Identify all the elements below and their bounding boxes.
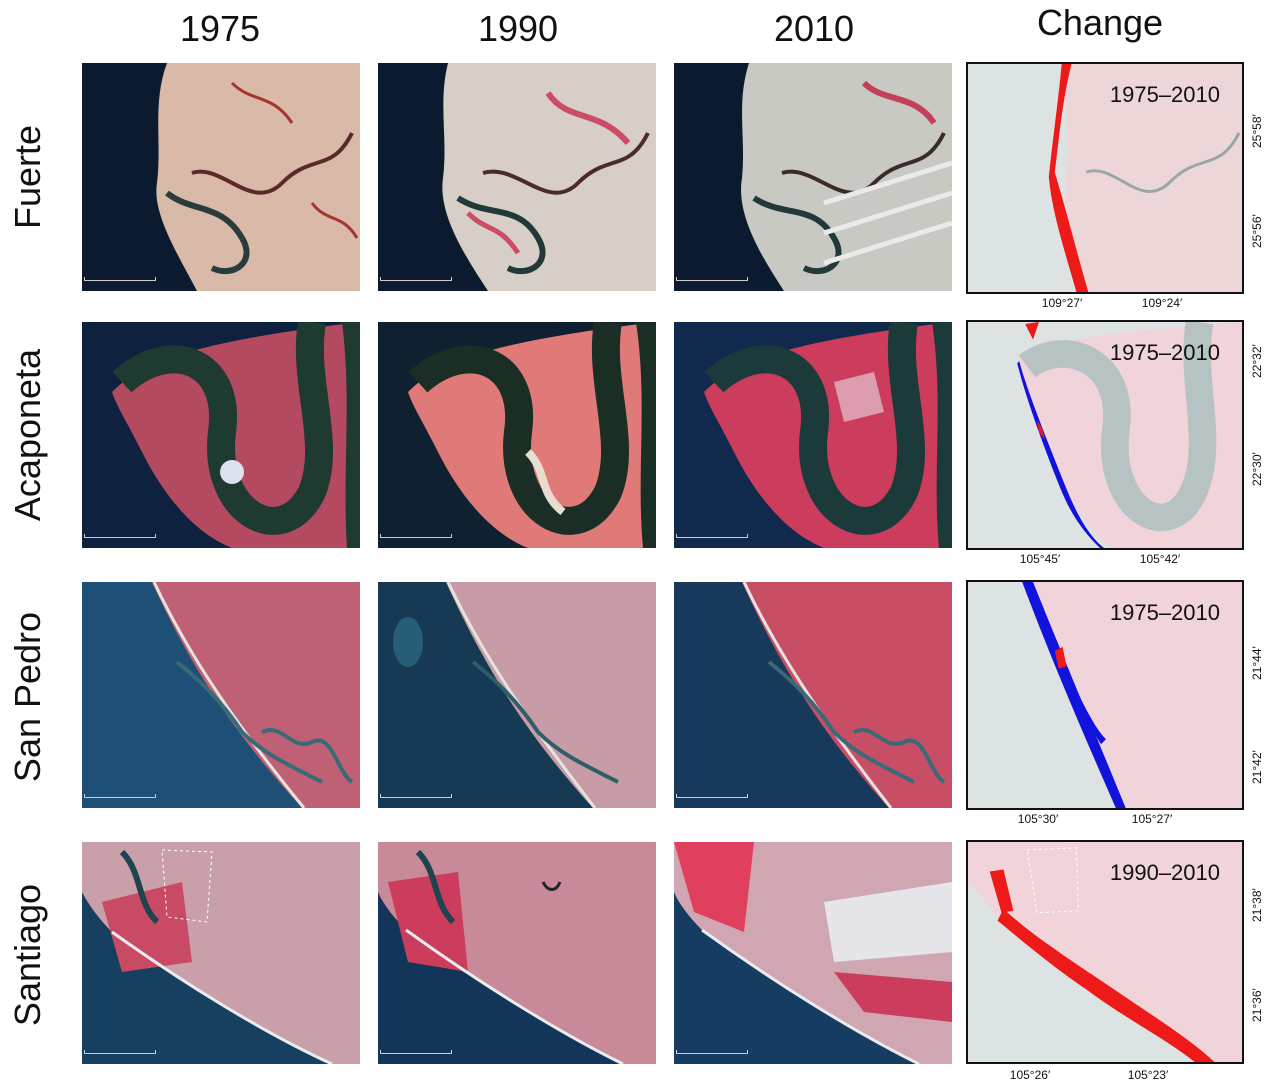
row-label-santiago: Santiago bbox=[7, 883, 48, 1027]
column-header-change: Change bbox=[1036, 2, 1164, 43]
satellite-image-acaponeta-1975 bbox=[82, 322, 360, 548]
column-header-2010: 2010 bbox=[773, 8, 855, 49]
scale-bar bbox=[676, 1050, 748, 1054]
satellite-image-santiago-1975 bbox=[82, 842, 360, 1064]
scale-bar bbox=[380, 277, 452, 281]
scale-bar bbox=[380, 794, 452, 798]
satellite-image-acaponeta-2010 bbox=[674, 322, 952, 548]
lon-label: 105°27′ bbox=[1131, 812, 1173, 826]
change-period-label: 1975–2010 bbox=[1109, 82, 1220, 107]
lon-label: 105°42′ bbox=[1139, 552, 1181, 566]
satellite-image-fuerte-2010 bbox=[674, 63, 952, 291]
lat-label: 22°30′ bbox=[1250, 452, 1264, 486]
lon-label: 109°27′ bbox=[1041, 296, 1083, 310]
change-period-label: 1990–2010 bbox=[1109, 860, 1220, 885]
change-period-label: 1975–2010 bbox=[1109, 600, 1220, 625]
lat-label: 25°56′ bbox=[1250, 214, 1264, 248]
column-header-1975: 1975 bbox=[179, 8, 261, 49]
scale-bar bbox=[84, 794, 156, 798]
lon-label: 109°24′ bbox=[1141, 296, 1183, 310]
change-period-label: 1975–2010 bbox=[1109, 340, 1220, 365]
scale-bar bbox=[84, 534, 156, 538]
satellite-image-san-pedro-1990 bbox=[378, 582, 656, 808]
column-header-1990: 1990 bbox=[477, 8, 559, 49]
satellite-image-fuerte-1975 bbox=[82, 63, 360, 291]
lat-label: 21°38′ bbox=[1250, 888, 1264, 922]
scale-bar bbox=[380, 1050, 452, 1054]
lon-label: 105°26′ bbox=[1009, 1068, 1051, 1082]
satellite-image-acaponeta-1990 bbox=[378, 322, 656, 548]
satellite-image-san-pedro-1975 bbox=[82, 582, 360, 808]
change-map-santiago: 1990–2010 bbox=[966, 840, 1244, 1064]
row-label-acaponeta: Acaponeta bbox=[7, 348, 48, 522]
scale-bar bbox=[676, 277, 748, 281]
lon-label: 105°30′ bbox=[1017, 812, 1059, 826]
lon-label: 105°23′ bbox=[1127, 1068, 1169, 1082]
lat-label: 21°36′ bbox=[1250, 988, 1264, 1022]
lat-label: 22°32′ bbox=[1250, 344, 1264, 378]
lat-label: 21°42′ bbox=[1250, 750, 1264, 784]
scale-bar bbox=[84, 277, 156, 281]
change-map-acaponeta: 1975–2010 bbox=[966, 320, 1244, 550]
row-label-san-pedro: San Pedro bbox=[7, 611, 48, 783]
satellite-image-san-pedro-2010 bbox=[674, 582, 952, 808]
change-map-fuerte: 1975–2010 bbox=[966, 62, 1244, 294]
row-label-fuerte: Fuerte bbox=[7, 124, 49, 230]
scale-bar bbox=[676, 794, 748, 798]
scale-bar bbox=[676, 534, 748, 538]
lat-label: 21°44′ bbox=[1250, 646, 1264, 680]
satellite-image-santiago-2010 bbox=[674, 842, 952, 1064]
scale-bar bbox=[380, 534, 452, 538]
change-map-san-pedro: 1975–2010 bbox=[966, 580, 1244, 810]
scale-bar bbox=[84, 1050, 156, 1054]
lon-label: 105°45′ bbox=[1019, 552, 1061, 566]
satellite-image-santiago-1990 bbox=[378, 842, 656, 1064]
lat-label: 25°58′ bbox=[1250, 114, 1264, 148]
satellite-image-fuerte-1990 bbox=[378, 63, 656, 291]
